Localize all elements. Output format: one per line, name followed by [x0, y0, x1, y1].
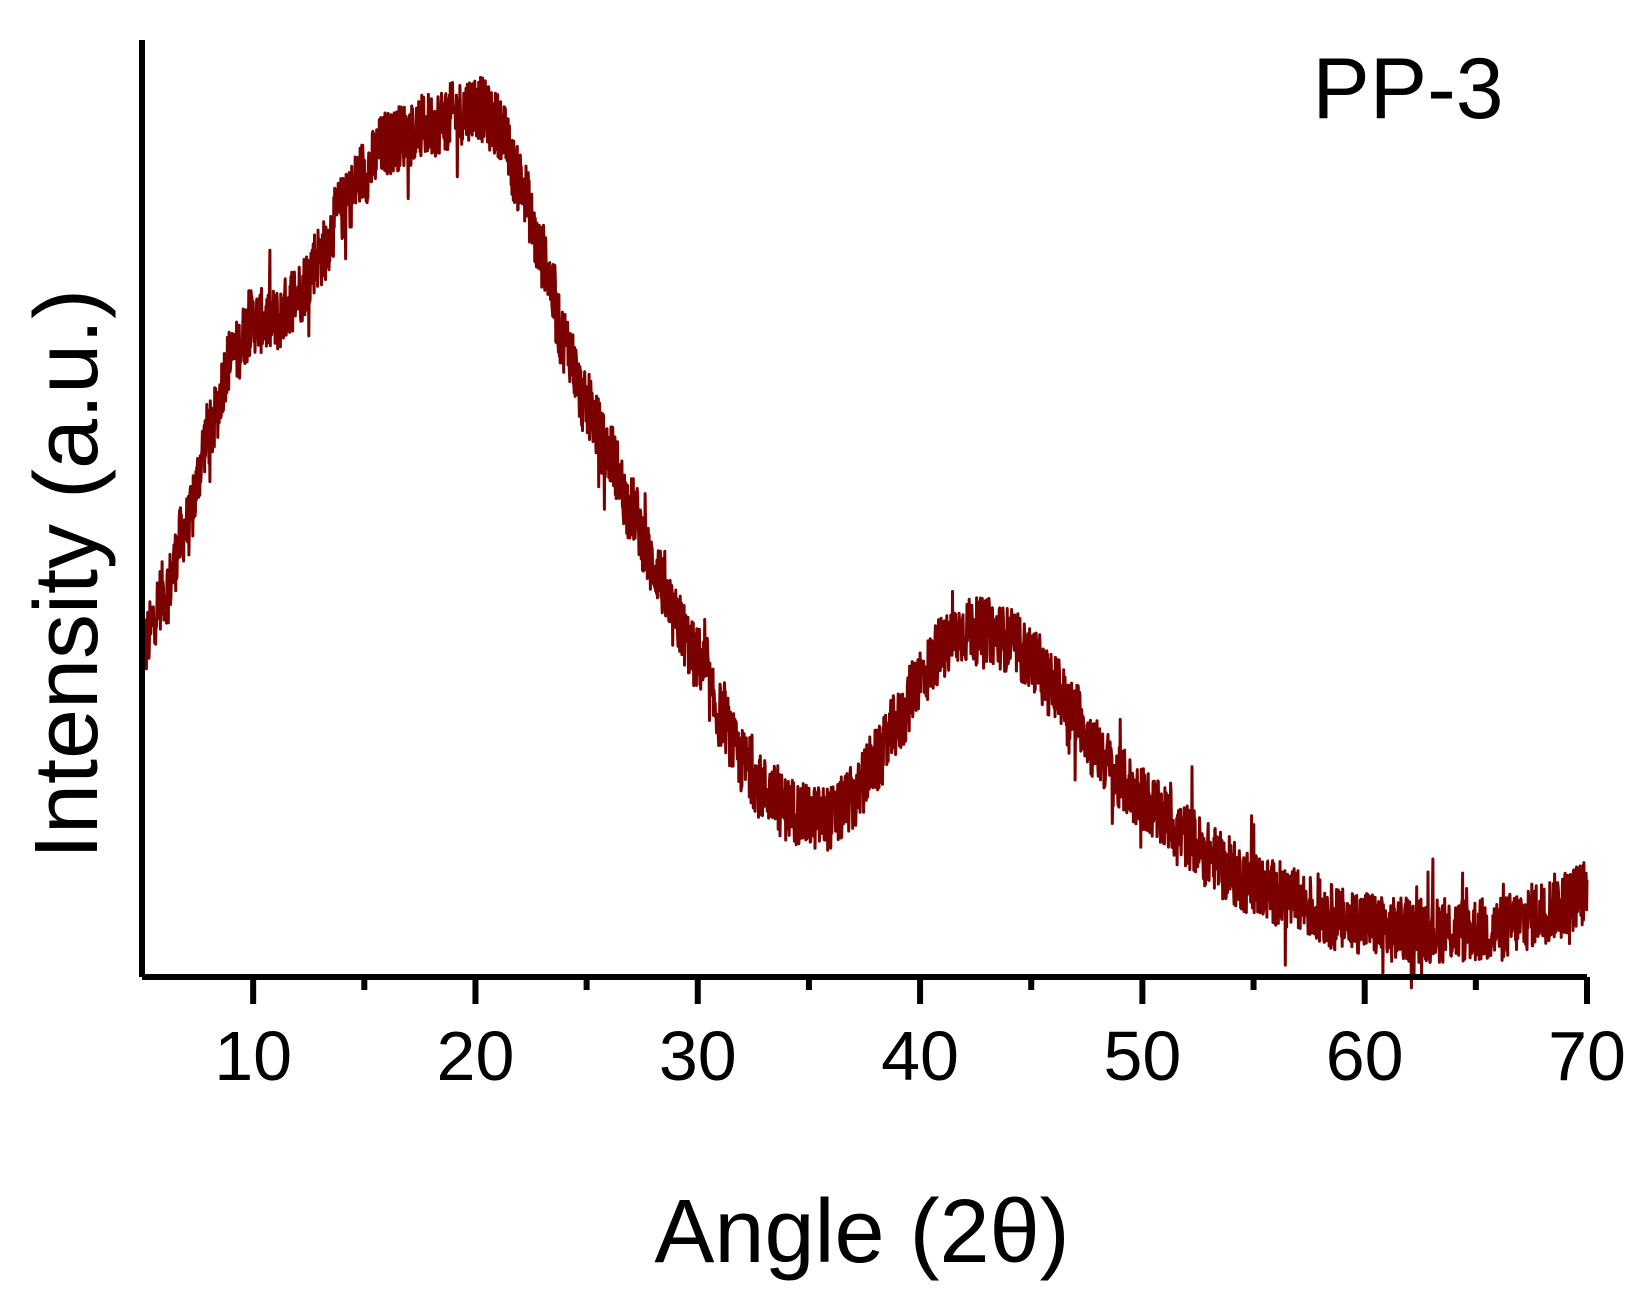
x-tick-label: 30: [659, 1017, 737, 1095]
x-tick-label: 40: [881, 1017, 959, 1095]
x-axis-ticks: 10 20 30 40 50 60 70: [214, 977, 1626, 1095]
x-tick-label: 10: [214, 1017, 292, 1095]
x-tick-label: 70: [1548, 1017, 1626, 1095]
y-axis-title: Intensity (a.u.): [17, 289, 117, 859]
series-line: [140, 75, 1589, 990]
x-tick-label: 60: [1326, 1017, 1404, 1095]
sample-label: PP-3: [1312, 41, 1503, 137]
x-axis-title: Angle (2θ): [654, 1182, 1069, 1282]
x-tick-label: 50: [1103, 1017, 1181, 1095]
x-tick-label: 20: [437, 1017, 515, 1095]
